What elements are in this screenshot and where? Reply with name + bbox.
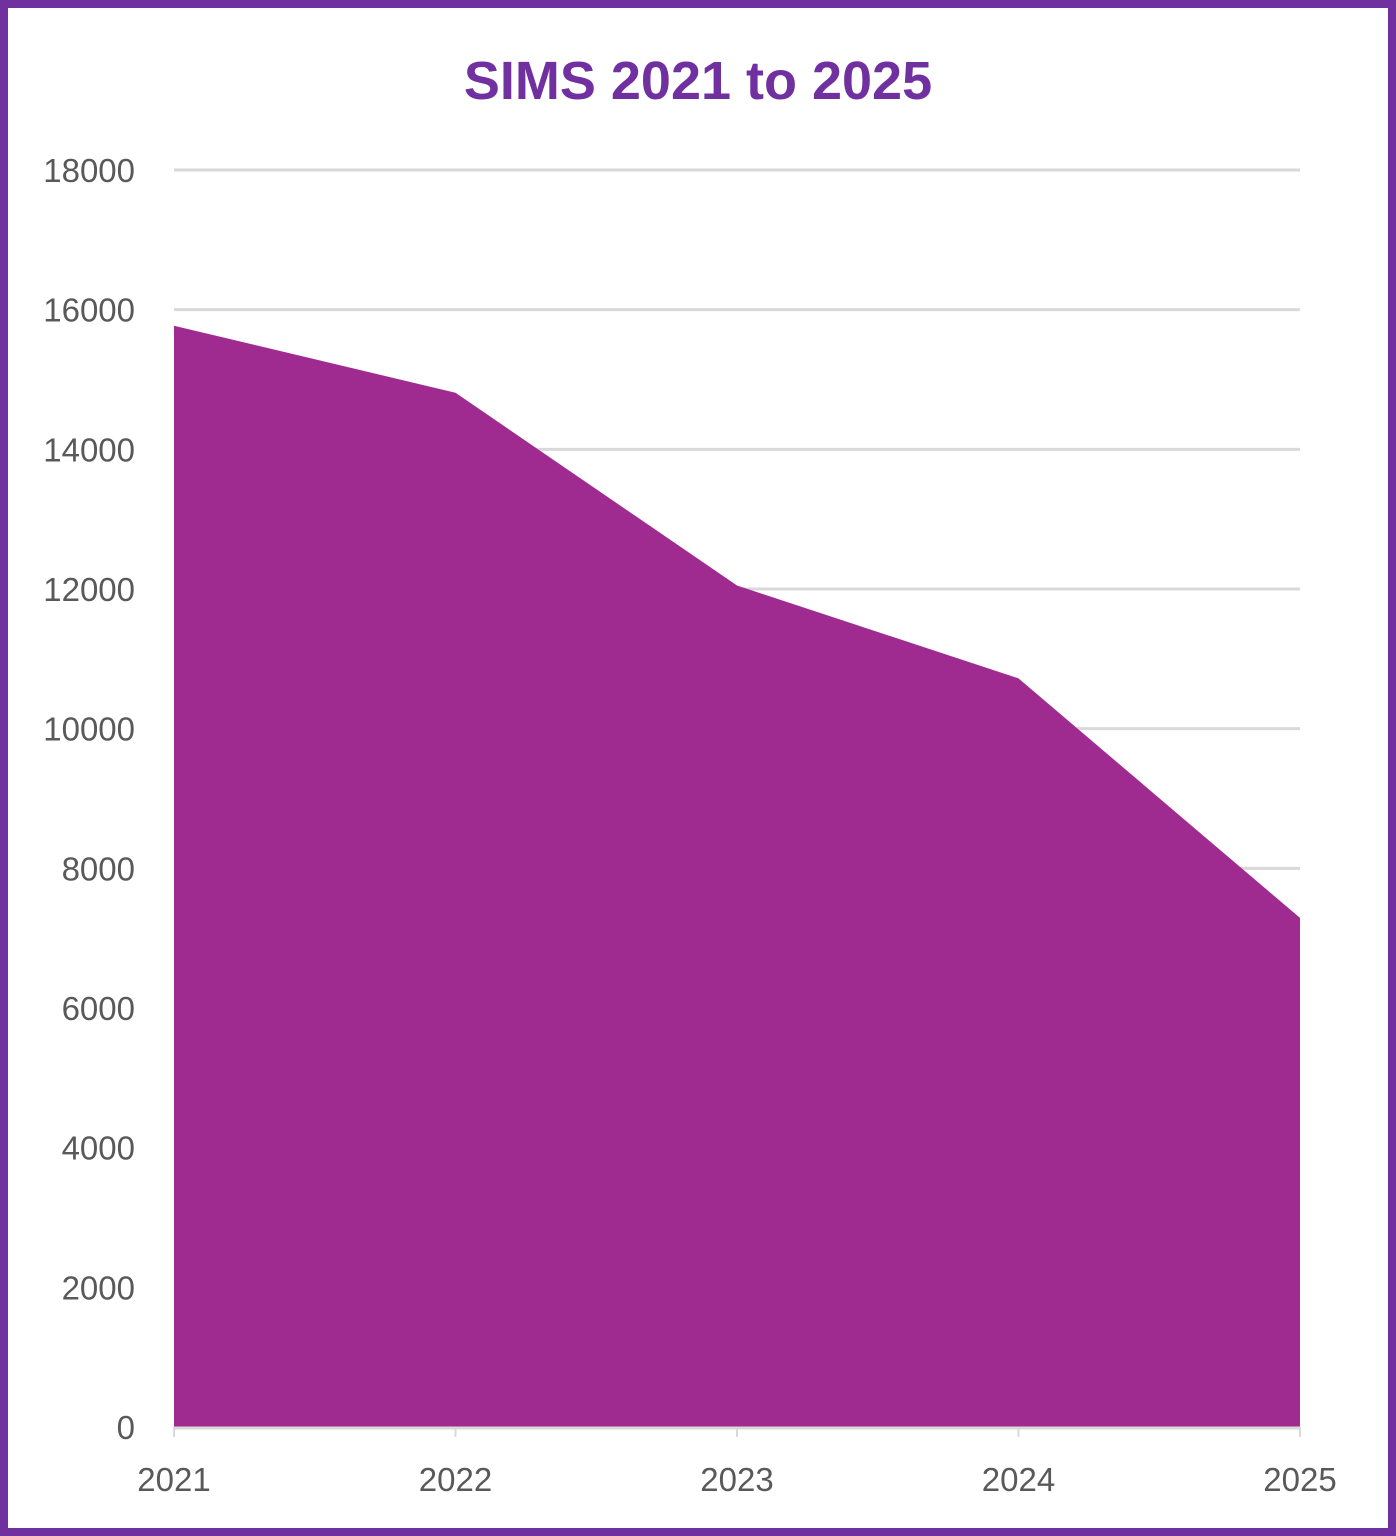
x-tick-label: 2024 [982,1461,1055,1498]
y-tick-label: 4000 [62,1130,135,1167]
y-tick-label: 18000 [43,152,135,189]
y-tick-label: 10000 [43,711,135,748]
area-chart: 0 2000 4000 6000 8000 10000 12000 14000 16000 180… [43,152,1336,1498]
y-tick-label: 14000 [43,431,135,468]
x-tick-label: 2022 [419,1461,492,1498]
chart-title: SIMS 2021 to 2025 [463,51,933,111]
y-tick-label: 2000 [62,1269,135,1306]
y-tick-label: 6000 [62,990,135,1027]
area-series [174,325,1300,1428]
y-tick-label: 12000 [43,571,135,608]
x-tick-label: 2023 [700,1461,773,1498]
y-tick-label: 16000 [43,292,135,329]
x-tick-label: 2021 [137,1461,210,1498]
y-tick-label: 8000 [62,850,135,887]
x-tick-label: 2025 [1263,1461,1336,1498]
y-tick-label: 0 [117,1409,135,1446]
